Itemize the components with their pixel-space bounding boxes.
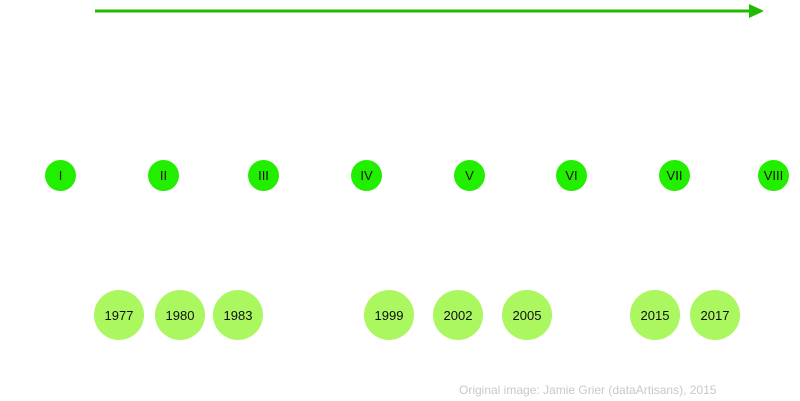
episode-circle-4: IV — [351, 160, 382, 191]
episode-circle-1: I — [45, 160, 76, 191]
episode-circle-7: VII — [659, 160, 690, 191]
episode-circle-5: V — [454, 160, 485, 191]
image-credit: Original image: Jamie Grier (dataArtisan… — [459, 383, 717, 397]
year-circle-1980: 1980 — [155, 290, 205, 340]
year-circle-2002: 2002 — [433, 290, 483, 340]
year-circle-1999: 1999 — [364, 290, 414, 340]
year-circle-2017: 2017 — [690, 290, 740, 340]
timeline-arrow — [95, 4, 764, 18]
year-circle-2005: 2005 — [502, 290, 552, 340]
year-circle-1983: 1983 — [213, 290, 263, 340]
year-circle-2015: 2015 — [630, 290, 680, 340]
timeline-arrow-head — [749, 4, 764, 18]
year-circle-1977: 1977 — [94, 290, 144, 340]
episode-circle-2: II — [148, 160, 179, 191]
episode-circle-8: VIII — [758, 160, 789, 191]
episode-circle-6: VI — [556, 160, 587, 191]
episode-circle-3: III — [248, 160, 279, 191]
